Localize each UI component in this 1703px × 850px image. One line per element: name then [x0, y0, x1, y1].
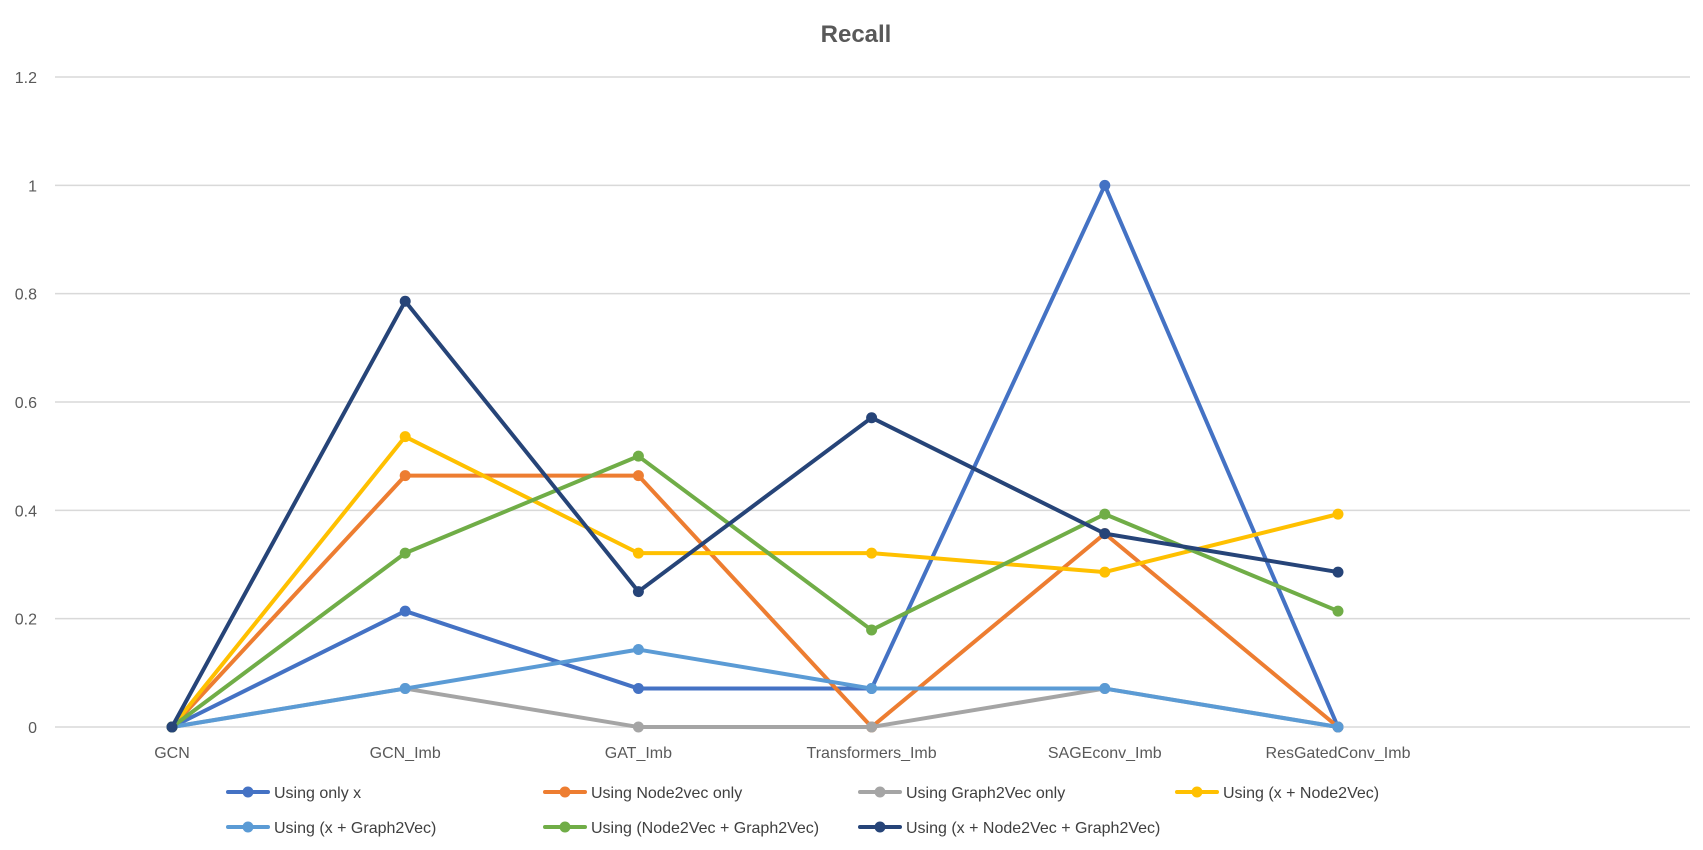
y-tick-label: 0.8	[15, 287, 37, 304]
y-tick-label: 0.2	[15, 612, 37, 629]
data-point	[399, 295, 411, 307]
data-point	[1099, 683, 1111, 695]
series-line	[170, 647, 1340, 729]
data-point	[632, 683, 644, 695]
series-line	[170, 454, 1340, 729]
x-tick-label: Transformers_Imb	[807, 745, 937, 762]
data-point	[1099, 566, 1111, 578]
data-point	[1099, 508, 1111, 520]
data-point	[866, 547, 878, 559]
legend-swatch-marker	[242, 786, 254, 798]
legend-swatch-marker	[874, 821, 886, 833]
series-line	[170, 183, 1340, 729]
legend-item: Using (x + Graph2Vec)	[226, 820, 436, 837]
y-tick-label: 0.6	[15, 395, 37, 412]
legend-swatch-marker	[559, 786, 571, 798]
data-point	[166, 721, 178, 733]
data-point	[399, 470, 411, 482]
legend-swatch-marker	[1191, 786, 1203, 798]
data-point	[1332, 721, 1344, 733]
data-point	[399, 547, 411, 559]
data-point	[399, 431, 411, 443]
y-tick-label: 1	[28, 178, 37, 195]
data-point	[632, 586, 644, 598]
legend-label: Using Node2vec only	[591, 785, 742, 802]
legend-item: Using Graph2Vec only	[858, 785, 1065, 802]
series-7	[166, 295, 1344, 733]
data-point	[1332, 566, 1344, 578]
legend-label: Using (Node2Vec + Graph2Vec)	[591, 820, 819, 837]
legend-label: Using (x + Node2Vec + Graph2Vec)	[906, 820, 1160, 837]
series-lines	[166, 179, 1344, 733]
legend-label: Using Graph2Vec only	[906, 785, 1065, 802]
y-tick-label: 0	[28, 720, 37, 737]
legend-swatch-marker	[559, 821, 571, 833]
data-point	[632, 470, 644, 482]
data-point	[399, 683, 411, 695]
x-tick-label: SAGEconv_Imb	[1048, 745, 1162, 762]
legend-item: Using (x + Node2Vec)	[1175, 785, 1379, 802]
data-point	[1099, 528, 1111, 540]
legend-item: Using (x + Node2Vec + Graph2Vec)	[858, 820, 1160, 837]
legend-item: Using (Node2Vec + Graph2Vec)	[543, 820, 819, 837]
series-6	[166, 450, 1344, 733]
series-line	[170, 434, 1340, 729]
legend: Using only x Using Node2vec only Using Gra…	[226, 785, 1379, 837]
data-point	[866, 721, 878, 733]
data-point	[632, 721, 644, 733]
legend-label: Using (x + Node2Vec)	[1223, 785, 1379, 802]
y-tick-label: 1.2	[15, 70, 37, 87]
legend-label: Using (x + Graph2Vec)	[274, 820, 436, 837]
data-point	[866, 412, 878, 424]
data-point	[866, 624, 878, 636]
data-point	[866, 683, 878, 695]
x-axis-tick-labels: GCN GCN_Imb GAT_Imb Transformers_Imb SAGEcon…	[154, 745, 1410, 762]
x-tick-label: GCN	[154, 745, 190, 762]
legend-swatch-marker	[874, 786, 886, 798]
legend-item: Using Node2vec only	[543, 785, 742, 802]
chart-title: Recall	[821, 21, 892, 48]
x-tick-label: ResGatedConv_Imb	[1266, 745, 1411, 762]
data-point	[1332, 508, 1344, 520]
y-axis-tick-labels: 0 0.2 0.4 0.6 0.8 1 1.2	[15, 70, 37, 737]
data-point	[399, 605, 411, 617]
data-point	[632, 547, 644, 559]
data-point	[632, 644, 644, 656]
series-1	[166, 179, 1344, 733]
series-line	[170, 299, 1340, 729]
x-tick-label: GAT_Imb	[605, 745, 672, 762]
x-tick-label: GCN_Imb	[370, 745, 441, 762]
data-point	[1099, 179, 1111, 191]
y-tick-label: 0.4	[15, 503, 37, 520]
series-line	[170, 473, 1340, 729]
gridlines	[55, 76, 1690, 728]
data-point	[632, 450, 644, 462]
legend-label: Using only x	[274, 785, 361, 802]
legend-item: Using only x	[226, 785, 361, 802]
legend-swatch-marker	[242, 821, 254, 833]
series-line	[170, 686, 1340, 729]
data-point	[1332, 605, 1344, 617]
